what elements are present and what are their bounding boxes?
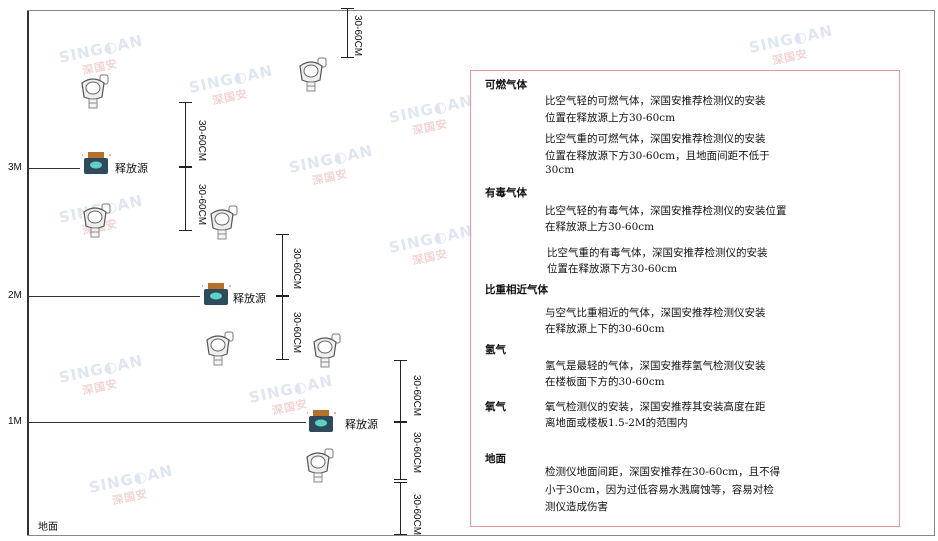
- note-line: 氢气是最轻的气体，深国安推荐氢气检测仪安装: [545, 360, 766, 372]
- release-source-label: 释放源: [115, 162, 148, 175]
- gas-detector-icon: [83, 203, 111, 238]
- note-line: 比空气轻的可燃气体，深国安推荐检测仪的安装: [545, 95, 766, 107]
- gas-detector-icon: [306, 448, 334, 483]
- dimension-label: 30-60CM: [196, 184, 207, 226]
- right-line: [934, 10, 935, 536]
- dimension-line: [341, 8, 354, 58]
- level-2m: 2M: [8, 290, 22, 301]
- dimension-label: 30-60CM: [411, 375, 422, 417]
- note-line: 位置在释放源下方30-60cm: [547, 263, 678, 275]
- section-title: 氢气: [485, 344, 506, 356]
- dimension-line: [276, 234, 289, 296]
- note-line: 检测仪地面间距，深国安推荐在30-60cm，且不得: [545, 466, 781, 478]
- note-line: 氧气检测仪的安装，深国安推荐其安装高度在距: [545, 401, 766, 413]
- note-line: 在释放源上下的30-60cm: [545, 323, 665, 335]
- gas-detector-icon: [299, 57, 327, 92]
- dimension-label: 30-60CM: [411, 432, 422, 474]
- dimension-line: [179, 102, 192, 167]
- release-source-icon: [82, 152, 111, 174]
- note-line: 比空气轻的有毒气体，深国安推荐检测仪的安装位置: [545, 205, 787, 217]
- dimension-label: 30-60CM: [291, 248, 302, 290]
- dimension-line: [179, 167, 192, 231]
- floor-line: [27, 535, 935, 536]
- ceiling-line: [27, 10, 935, 11]
- note-line: 小于30cm，因为过低容易水溅腐蚀等，容易对检: [545, 484, 774, 496]
- release-source-label: 释放源: [233, 292, 266, 305]
- note-line: 测仪造成伤害: [545, 501, 608, 513]
- note-line: 在释放源上方30-60cm: [545, 221, 655, 233]
- dimension-label: 30-60CM: [291, 312, 302, 354]
- section-title: 有毒气体: [485, 187, 527, 199]
- dimension-line: [394, 422, 407, 480]
- section-title: 地面: [485, 453, 506, 465]
- gas-detector-icon: [81, 74, 109, 109]
- note-line: 比空气重的有毒气体，深国安推荐检测仪的安装: [547, 247, 768, 259]
- note-line: 比空气重的可燃气体，深国安推荐检测仪的安装: [545, 133, 766, 145]
- dimension-label: 30-60CM: [352, 15, 363, 57]
- section-title: 比重相近气体: [485, 284, 548, 296]
- gas-detector-icon: [313, 333, 341, 368]
- note-line: 离地面或楼板1.5-2M的范围内: [545, 417, 688, 429]
- release-source-label: 释放源: [345, 418, 378, 431]
- level-3m: 3M: [8, 162, 22, 173]
- dimension-line: [394, 482, 407, 535]
- release-source-icon: [307, 410, 336, 432]
- dimension-label: 30-60CM: [411, 494, 422, 536]
- note-line: 30cm: [545, 164, 575, 176]
- note-line: 位置在释放源下方30-60cm，且地面间距不低于: [545, 150, 770, 162]
- notes-box: [470, 70, 900, 527]
- level-3m-line: [28, 168, 80, 169]
- level-1m-line: [28, 422, 306, 423]
- note-line: 在楼板面下方的30-60cm: [545, 376, 665, 388]
- ground-label: 地面: [38, 522, 58, 533]
- dimension-line: [276, 296, 289, 360]
- wall-line: [27, 10, 29, 536]
- section-title: 氧气: [485, 401, 506, 413]
- section-title: 可燃气体: [485, 79, 527, 91]
- level-1m: 1M: [8, 416, 22, 427]
- release-source-icon: [202, 283, 231, 305]
- note-line: 与空气比重相近的气体，深国安推荐检测仪安装: [545, 307, 766, 319]
- level-2m-line: [28, 296, 200, 297]
- dimension-line: [394, 360, 407, 422]
- note-line: 位置在释放源上方30-60cm: [545, 112, 676, 124]
- gas-detector-icon: [210, 205, 238, 240]
- gas-detector-icon: [206, 331, 234, 366]
- dimension-label: 30-60CM: [196, 120, 207, 162]
